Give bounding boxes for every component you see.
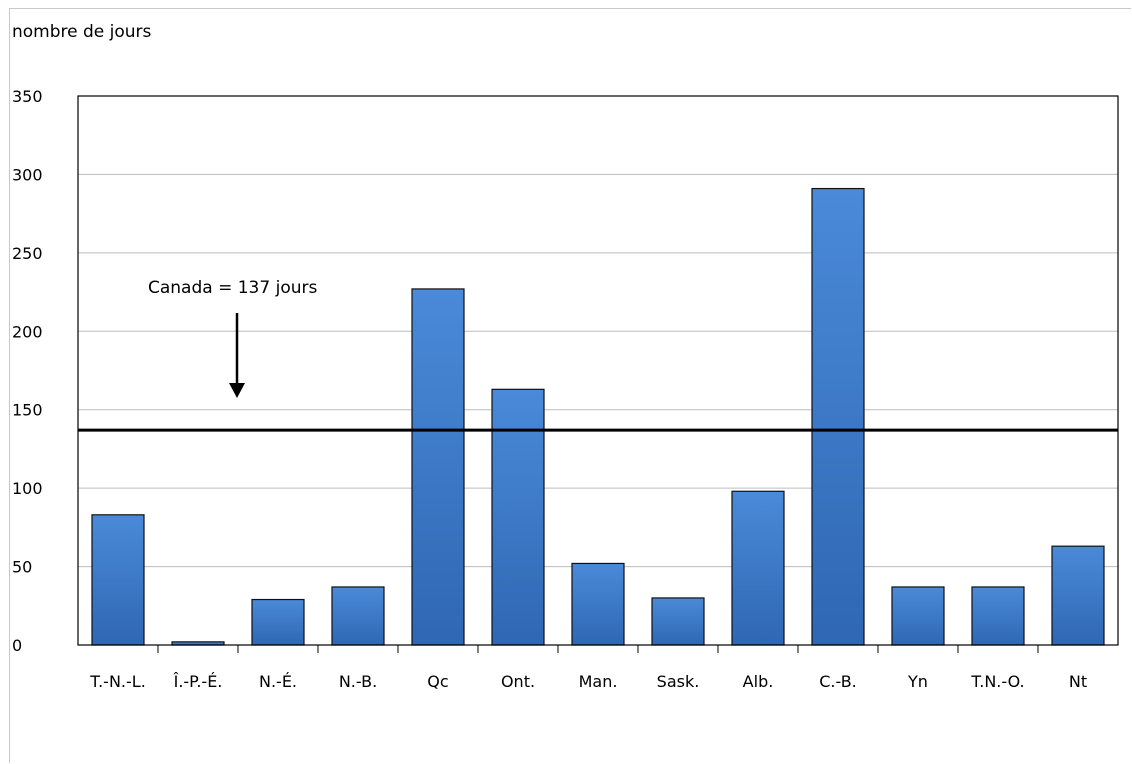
x-tick-label: N.-É.: [259, 672, 297, 691]
bar: [411, 288, 465, 646]
x-tick-label: Qc: [427, 672, 448, 691]
y-tick-label: 300: [12, 165, 43, 184]
x-tick-label: Î.-P.-É.: [173, 672, 223, 691]
bar: [811, 187, 865, 646]
x-tick-label: T.-N.-L.: [89, 672, 146, 691]
bar: [491, 388, 545, 646]
x-tick-label: Nt: [1069, 672, 1087, 691]
y-axis-label: nombre de jours: [12, 22, 152, 42]
x-tick-label: C.-B.: [819, 672, 857, 691]
bar: [891, 586, 945, 646]
bar: [571, 562, 625, 646]
reference-line-group: Canada = 137 jours: [78, 278, 1118, 432]
annotation-arrowhead: [229, 383, 245, 398]
x-tick-labels: T.-N.-L. Î.-P.-É. N.-É. N.-B. Qc Ont. Man. Sask…: [89, 645, 1087, 691]
bar: [1051, 545, 1105, 646]
y-tick-label: 0: [12, 636, 22, 655]
bar: [91, 514, 145, 646]
y-tick-label: 200: [12, 322, 43, 341]
bar: [731, 490, 785, 646]
x-tick-label: Man.: [579, 672, 618, 691]
x-tick-label: N.-B.: [339, 672, 377, 691]
y-tick-labels: 0 50 100 150 200 250 300 350: [12, 87, 43, 655]
bar: [331, 586, 385, 646]
plot-area-border: [77, 95, 1119, 646]
x-tick-label: Sask.: [657, 672, 700, 691]
y-tick-label: 50: [12, 558, 32, 577]
chart-frame: [9, 8, 1131, 763]
y-tick-label: 350: [12, 87, 43, 106]
y-tick-label: 150: [12, 401, 43, 420]
x-tick-label: Yn: [907, 672, 928, 691]
bar: [251, 598, 305, 646]
bar: [651, 597, 705, 646]
gridlines: [78, 173, 1118, 568]
reference-annotation: Canada = 137 jours: [148, 278, 317, 298]
x-tick-label: Ont.: [501, 672, 535, 691]
y-tick-label: 100: [12, 479, 43, 498]
y-tick-label: 250: [12, 244, 43, 263]
bar: [971, 586, 1025, 646]
bars: [91, 187, 1105, 646]
x-tick-label: Alb.: [743, 672, 774, 691]
x-tick-label: T.N.-O.: [970, 672, 1024, 691]
